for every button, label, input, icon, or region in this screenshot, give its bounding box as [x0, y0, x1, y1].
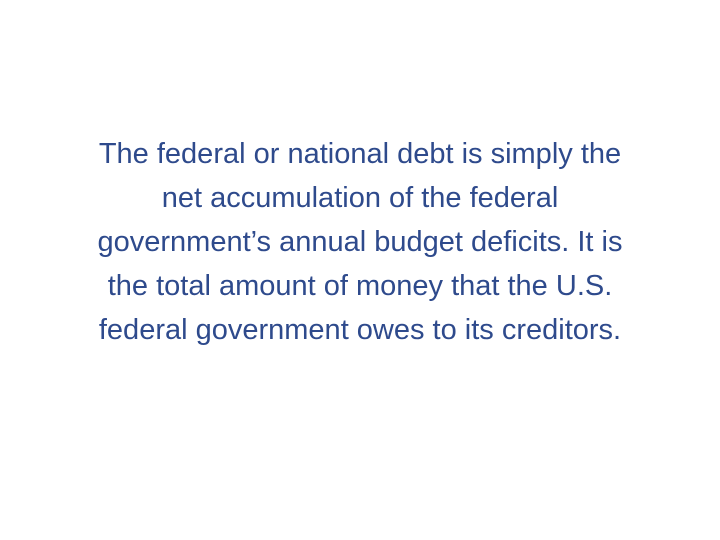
- body-line-1: The federal or national debt is simply t…: [98, 138, 622, 170]
- body-line-5: federal government owes to its creditors…: [98, 314, 622, 346]
- body-line-2: net accumulation of the federal: [161, 182, 559, 214]
- body-line-3: government’s annual budget deficits. It …: [97, 226, 623, 258]
- body-line-4: the total amount of money that the U.S.: [107, 270, 613, 302]
- slide-body-text: The federal or national debt is simply t…: [40, 132, 680, 352]
